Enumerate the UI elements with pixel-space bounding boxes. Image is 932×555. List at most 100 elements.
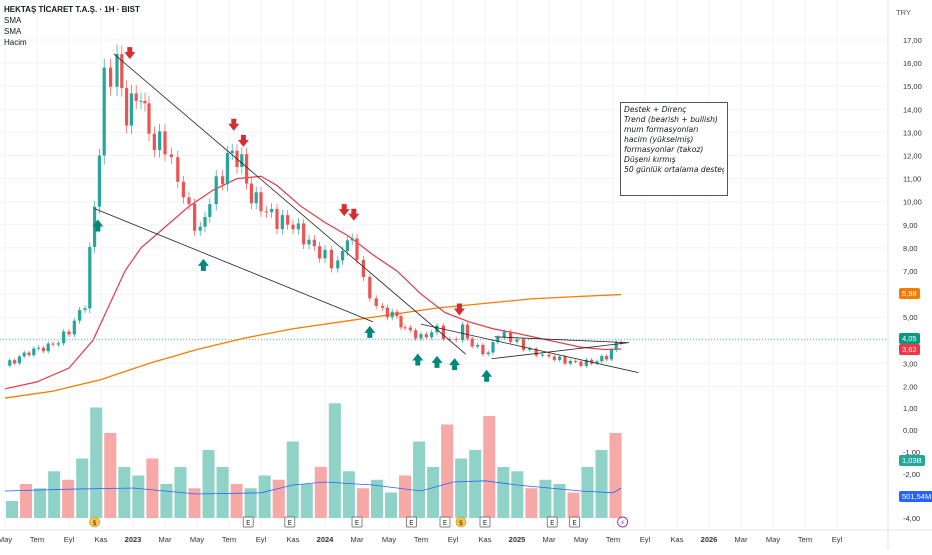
candle-body: [56, 343, 60, 345]
annotation-line: Trend (bearish + bullish): [624, 115, 718, 124]
dividend-marker-icon: [455, 516, 467, 528]
event-marker-label: E: [572, 519, 576, 527]
volume-tick-label: -2,00: [903, 470, 920, 479]
time-tick-label: Eyl: [448, 535, 459, 544]
candle-body: [403, 327, 407, 329]
candle-body: [312, 239, 316, 247]
time-tick-label: Tem: [606, 535, 620, 544]
candle-body: [381, 305, 385, 308]
candle-body: [534, 348, 538, 356]
candle-body: [129, 93, 133, 126]
annotation-box[interactable]: Destek + Direnç Trend (bearish + bullish…: [620, 102, 728, 196]
candle-body: [441, 325, 445, 339]
annotation-line: formasyonlar (takoz): [624, 145, 704, 154]
symbol-title[interactable]: HEKTAŞ TİCARET T.A.Ş. · 1H · BIST: [4, 5, 140, 14]
event-marker-label: E: [355, 519, 359, 527]
currency-label[interactable]: TRY: [896, 8, 911, 17]
candle-body: [619, 342, 623, 344]
buy-arrow-icon: [449, 358, 461, 371]
candle-body: [181, 181, 185, 198]
sell-arrow-icon: [348, 208, 360, 221]
volume-bar: [62, 479, 75, 518]
candle-body: [51, 343, 55, 345]
volume-bar: [356, 488, 369, 518]
earnings-marker-icon: [439, 516, 451, 528]
indicator-sma-2[interactable]: SMA: [4, 27, 22, 36]
price-badge-sma-orange: 5,98: [899, 288, 920, 299]
candle-body: [579, 361, 583, 366]
candle-body: [296, 223, 300, 230]
time-tick-label: Mar: [735, 535, 748, 544]
candle-body: [430, 332, 434, 338]
candle-body: [475, 344, 480, 347]
annotation-line: Destek + Direnç: [624, 105, 687, 114]
candle-body: [486, 352, 490, 355]
event-marker-label: E: [288, 519, 292, 527]
indicator-volume[interactable]: Hacim: [4, 38, 27, 47]
candle-body: [17, 356, 21, 364]
time-tick-label: Tem: [798, 535, 812, 544]
time-tick-label: Mar: [351, 535, 364, 544]
annotation-line: mum formasyonları: [624, 125, 699, 134]
candle-body: [163, 131, 167, 155]
price-tick-label: 2,00: [903, 383, 918, 392]
candle-body: [208, 204, 212, 217]
price-tick-label: 10,00: [903, 198, 922, 207]
volume-bar: [34, 488, 47, 518]
candle-body: [395, 311, 399, 317]
event-marker-label: $: [459, 519, 463, 527]
candle-body: [280, 215, 284, 230]
candle-body: [336, 260, 340, 269]
event-marker-label: E: [550, 519, 554, 527]
time-tick-label: Kas: [95, 535, 108, 544]
indicator-sma-1[interactable]: SMA: [4, 16, 22, 25]
volume-bar: [314, 467, 327, 518]
candle-body: [115, 54, 119, 87]
volume-bar: [511, 471, 524, 518]
candle-body: [259, 192, 263, 212]
candle-body: [67, 331, 71, 335]
price-badge-last: 4,05: [899, 333, 920, 344]
candle-body: [558, 356, 562, 360]
volume-tick-label: 1,00: [903, 404, 918, 413]
candle-body: [345, 240, 349, 251]
candle-body: [465, 324, 469, 339]
candle-body: [221, 176, 225, 185]
volume-bar: [230, 484, 243, 518]
candle-body: [528, 348, 532, 351]
candle-body: [368, 277, 372, 299]
volume-bar: [342, 471, 355, 518]
candle-body: [230, 150, 234, 153]
volume-bar: [567, 492, 580, 518]
time-tick-label: Mar: [543, 535, 556, 544]
volume-bar: [118, 467, 131, 518]
candle-body: [8, 360, 12, 366]
price-tick-label: 5,00: [903, 313, 918, 322]
candle-body: [595, 361, 599, 364]
candle-body: [552, 356, 556, 360]
candle-body: [496, 337, 500, 343]
candle-body: [318, 246, 322, 259]
volume-bar: [160, 484, 173, 518]
candle-body: [198, 226, 202, 231]
sell-arrow-icon: [338, 204, 350, 217]
dividend-marker-icon: [89, 516, 100, 528]
earnings-marker-icon: [351, 516, 363, 528]
candle-body: [547, 354, 551, 357]
candle-body: [399, 316, 403, 328]
candle-body: [470, 338, 474, 347]
volume-bar: [132, 475, 145, 518]
candle-body: [97, 155, 101, 207]
volume-tick-label: -1,00: [903, 448, 920, 457]
time-tick-label: Eyl: [64, 535, 75, 544]
candle-body: [134, 93, 138, 101]
candle-body: [491, 342, 495, 353]
time-tick-label: May: [190, 535, 204, 544]
volume-tick-label: -4,00: [903, 514, 920, 523]
volume-ma-badge: 501,54M: [899, 491, 932, 502]
earnings-marker-icon: [546, 516, 558, 528]
time-tick-label: Tem: [30, 535, 44, 544]
candle-body: [448, 338, 452, 340]
